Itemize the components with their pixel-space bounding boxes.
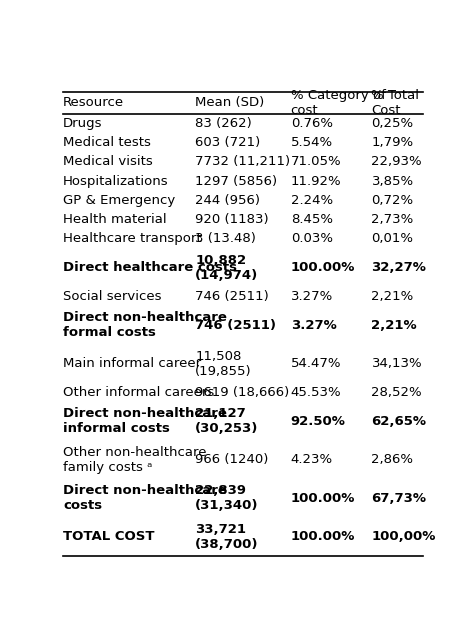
Text: Resource: Resource [63,96,124,110]
Text: Direct non-healthcare
informal costs: Direct non-healthcare informal costs [63,408,227,435]
Text: 244 (956): 244 (956) [195,194,260,207]
Text: 92.50%: 92.50% [291,415,346,428]
Text: Social services: Social services [63,290,162,303]
Text: 1297 (5856): 1297 (5856) [195,175,277,188]
Text: 0.76%: 0.76% [291,117,333,130]
Text: 45.53%: 45.53% [291,386,341,399]
Text: Health material: Health material [63,213,166,226]
Text: 21,127
(30,253): 21,127 (30,253) [195,408,258,435]
Text: 4.23%: 4.23% [291,453,333,467]
Text: 100.00%: 100.00% [291,261,355,274]
Text: 100,00%: 100,00% [372,530,436,543]
Text: 33,721
(38,700): 33,721 (38,700) [195,522,259,551]
Text: TOTAL COST: TOTAL COST [63,530,155,543]
Text: Direct non-healthcare
formal costs: Direct non-healthcare formal costs [63,312,227,339]
Text: 100.00%: 100.00% [291,530,355,543]
Text: 10,882
(14,974): 10,882 (14,974) [195,254,258,281]
Text: Direct healthcare costs: Direct healthcare costs [63,261,237,274]
Text: 2.24%: 2.24% [291,194,333,207]
Text: 11.92%: 11.92% [291,175,341,188]
Text: Medical tests: Medical tests [63,137,151,149]
Text: 11,508
(19,855): 11,508 (19,855) [195,350,252,378]
Text: GP & Emergency: GP & Emergency [63,194,175,207]
Text: Hospitalizations: Hospitalizations [63,175,169,188]
Text: 83 (262): 83 (262) [195,117,252,130]
Text: 966 (1240): 966 (1240) [195,453,269,467]
Text: 62,65%: 62,65% [372,415,427,428]
Text: 3 (13.48): 3 (13.48) [195,232,256,246]
Text: 746 (2511): 746 (2511) [195,319,276,332]
Text: Medical visits: Medical visits [63,156,153,169]
Text: 0,25%: 0,25% [372,117,414,130]
Text: 3,85%: 3,85% [372,175,414,188]
Text: 2,21%: 2,21% [372,319,417,332]
Text: Mean (SD): Mean (SD) [195,96,264,110]
Text: 2,86%: 2,86% [372,453,413,467]
Text: Main informal career: Main informal career [63,357,201,370]
Text: 8.45%: 8.45% [291,213,333,226]
Text: 3.27%: 3.27% [291,290,333,303]
Text: Drugs: Drugs [63,117,102,130]
Text: 1,79%: 1,79% [372,137,414,149]
Text: 32,27%: 32,27% [372,261,427,274]
Text: 22,839
(31,340): 22,839 (31,340) [195,485,259,512]
Text: 603 (721): 603 (721) [195,137,260,149]
Text: 2,73%: 2,73% [372,213,414,226]
Text: Healthcare transport: Healthcare transport [63,232,201,246]
Text: 5.54%: 5.54% [291,137,333,149]
Text: 0,72%: 0,72% [372,194,414,207]
Text: 9619 (18,666): 9619 (18,666) [195,386,290,399]
Text: 7732 (11,211): 7732 (11,211) [195,156,290,169]
Text: 34,13%: 34,13% [372,357,422,370]
Text: 67,73%: 67,73% [372,492,427,505]
Text: 54.47%: 54.47% [291,357,341,370]
Text: 0,01%: 0,01% [372,232,413,246]
Text: 2,21%: 2,21% [372,290,414,303]
Text: 100.00%: 100.00% [291,492,355,505]
Text: 71.05%: 71.05% [291,156,341,169]
Text: Other non-healthcare
family costs ᵃ: Other non-healthcare family costs ᵃ [63,446,206,474]
Text: 28,52%: 28,52% [372,386,422,399]
Text: % Total
Cost: % Total Cost [372,89,419,117]
Text: 22,93%: 22,93% [372,156,422,169]
Text: % Category of
cost: % Category of cost [291,89,385,117]
Text: Direct non-healthcare
costs: Direct non-healthcare costs [63,485,227,512]
Text: 920 (1183): 920 (1183) [195,213,269,226]
Text: 746 (2511): 746 (2511) [195,290,269,303]
Text: Other informal careers: Other informal careers [63,386,214,399]
Text: 0.03%: 0.03% [291,232,333,246]
Text: 3.27%: 3.27% [291,319,337,332]
